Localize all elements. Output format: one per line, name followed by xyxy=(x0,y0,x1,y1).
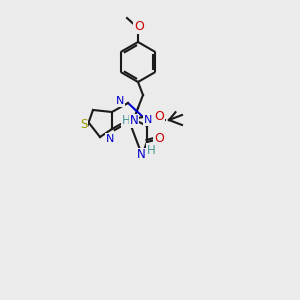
Text: O: O xyxy=(134,20,144,34)
Text: H: H xyxy=(147,143,155,157)
Text: N: N xyxy=(130,115,138,128)
Text: H: H xyxy=(122,115,130,128)
Text: O: O xyxy=(154,110,164,124)
Text: N: N xyxy=(136,148,146,161)
Text: S: S xyxy=(80,118,88,131)
Text: N: N xyxy=(106,134,114,144)
Text: N: N xyxy=(144,115,152,125)
Text: O: O xyxy=(154,133,164,146)
Text: N: N xyxy=(116,96,124,106)
